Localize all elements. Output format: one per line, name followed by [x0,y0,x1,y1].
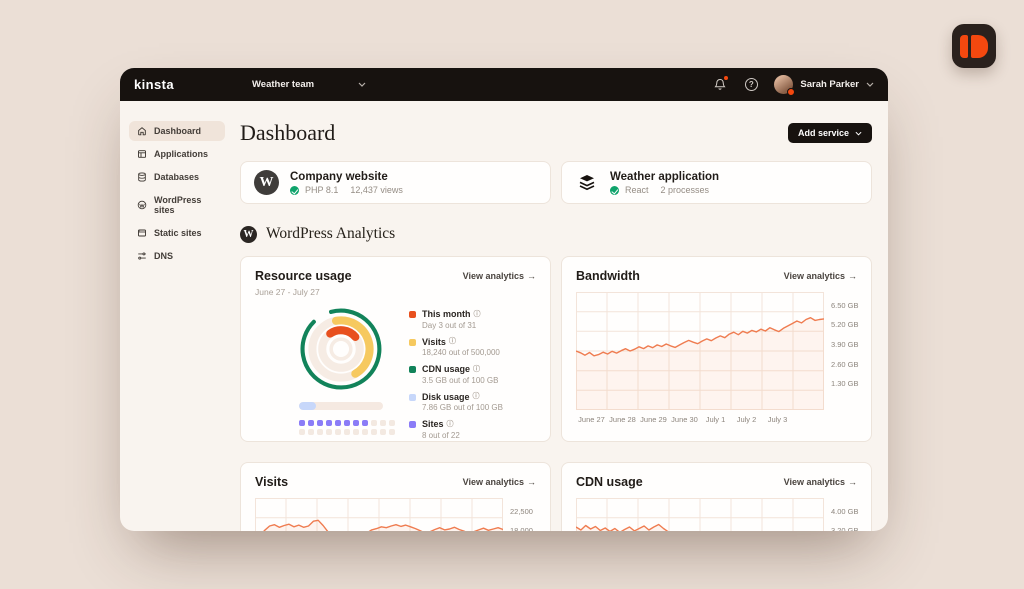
view-analytics-link[interactable]: View analytics → [462,271,536,281]
avatar-status-badge [787,88,796,96]
dns-icon [138,252,146,260]
legend-item: CDN usage ⓘ 3.5 GB out of 100 GB [409,364,503,385]
home-icon [138,127,146,136]
info-icon[interactable]: ⓘ [473,310,481,318]
brand-badge [952,24,996,68]
brand-logo-icon [971,34,988,58]
info-icon[interactable]: ⓘ [448,338,456,345]
user-menu[interactable]: Sarah Parker [774,75,874,96]
resource-usage-card: Resource usage View analytics → June 27 … [240,256,551,442]
main-content: Dashboard Add service W Company website … [232,101,888,531]
service-card-weather-application[interactable]: Weather application React 2 processes [561,161,872,204]
sidebar: Dashboard Applications Databases WordPre… [120,101,232,531]
card-title: Visits [255,475,289,489]
service-meta: 2 processes [660,185,710,196]
resource-usage-legend: This month ⓘ Day 3 out of 31 Visits ⓘ 18,2… [409,307,503,440]
add-service-button[interactable]: Add service [787,123,872,143]
legend-item: Disk usage ⓘ 7.86 GB out of 100 GB [409,392,503,412]
cdn-usage-card: CDN usage View analytics → 4.00 GB 3.20 G… [561,462,872,531]
avatar [774,75,796,96]
bandwidth-chart: 6.50 GB 5.20 GB 3.90 GB 2.60 GB 1.30 GB June … [575,292,859,426]
cdn-ring [300,308,382,390]
service-card-company-website[interactable]: W Company website PHP 8.1 12,437 views [240,161,551,204]
this-month-ring [326,326,360,341]
kinsta-logo: kinsta [134,77,174,92]
status-ok-icon [610,185,619,195]
card-title: CDN usage [576,475,643,489]
brand-logo-icon [960,34,968,58]
arrow-right-icon: → [848,477,857,487]
card-title: Resource usage [255,269,352,283]
wordpress-icon [137,200,147,210]
arrow-right-icon: → [527,477,536,487]
visits-chart: 22,500 18,000 [255,498,536,531]
applications-icon [138,150,146,158]
legend-item: Sites ⓘ 8 out of 22 [409,419,503,440]
chevron-down-icon [866,82,874,87]
service-name: Company website [290,170,388,183]
sidebar-item-dashboard[interactable]: Dashboard [129,121,225,141]
arrow-right-icon: → [848,271,857,281]
legend-item: Visits ⓘ 18,240 out of 500,000 [409,337,503,357]
info-icon[interactable]: ⓘ [446,420,454,428]
sites-dot-grid [299,420,395,435]
visits-card: Visits View analytics → 22,500 18,000 [240,462,551,531]
chevron-down-icon [855,131,862,136]
notification-dot [724,75,729,80]
info-icon[interactable]: ⓘ [473,365,481,373]
notifications-bell-icon[interactable] [712,75,729,93]
view-analytics-link[interactable]: View analytics → [783,477,857,487]
date-range: June 27 - July 27 [255,287,320,297]
static-sites-icon [138,229,146,237]
card-title: Bandwidth [576,269,640,283]
bandwidth-card: Bandwidth View analytics → 6.50 GB 5.20 G… [561,256,872,442]
disk-usage-bar [299,402,383,410]
database-icon [138,172,146,182]
section-title: WordPress Analytics [266,225,396,242]
view-analytics-link[interactable]: View analytics → [462,477,536,487]
wordpress-icon: W [254,170,279,195]
top-navigation-bar: kinsta Weather team ? Sarah Parker [120,68,888,101]
service-runtime: PHP 8.1 [305,185,339,196]
service-name: Weather application [610,170,720,183]
legend-item: This month ⓘ Day 3 out of 31 [409,309,503,330]
cdn-usage-chart: 4.00 GB 3.20 GB [575,498,859,531]
page-title: Dashboard [240,120,336,145]
service-meta: 12,437 views [350,185,403,196]
help-icon[interactable]: ? [743,77,759,93]
sidebar-item-wordpress-sites[interactable]: WordPress sites [129,190,225,220]
sidebar-item-applications[interactable]: Applications [129,144,225,164]
app-window: kinsta Weather team ? Sarah Parker [120,68,888,531]
sidebar-item-databases[interactable]: Databases [129,167,225,187]
sidebar-item-dns[interactable]: DNS [129,246,225,266]
status-ok-icon [290,185,299,195]
info-icon[interactable]: ⓘ [472,393,480,400]
wordpress-icon: W [240,225,257,243]
team-selector[interactable]: Weather team [252,79,366,90]
view-analytics-link[interactable]: View analytics → [783,271,857,281]
visits-ring [331,316,374,378]
sidebar-item-static-sites[interactable]: Static sites [129,223,225,243]
chevron-down-icon [358,82,366,87]
arrow-right-icon: → [527,271,536,281]
service-runtime: React [625,185,649,196]
resource-usage-donut-chart [300,308,382,390]
stack-icon [579,174,595,190]
